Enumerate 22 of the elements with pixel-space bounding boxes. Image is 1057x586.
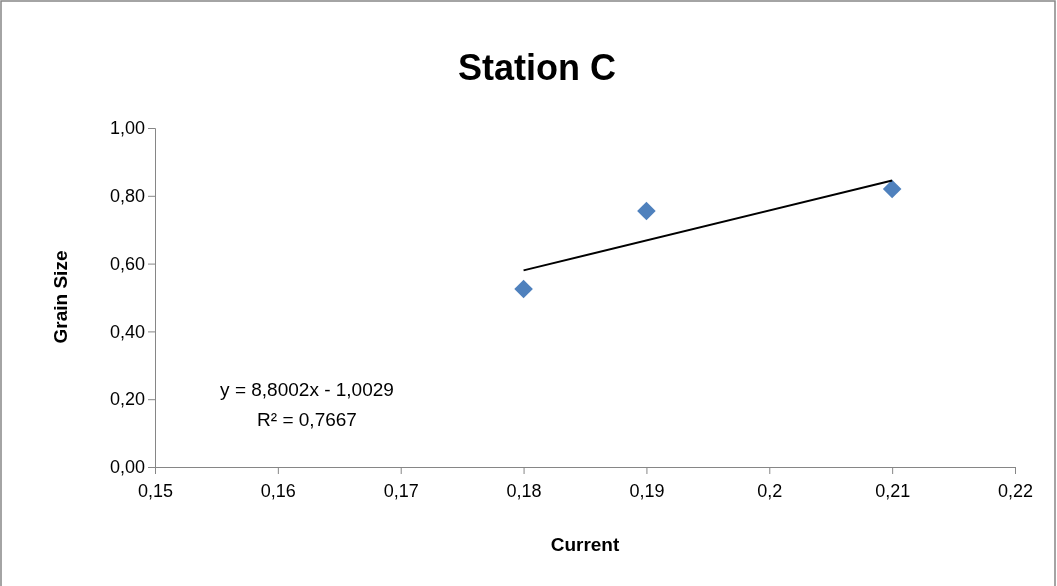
- x-tick-label: 0,17: [383, 480, 419, 501]
- y-tick-label: 0,00: [109, 457, 145, 478]
- point: [882, 179, 902, 199]
- y-axis-title: Grain Size: [50, 250, 71, 344]
- x-tick-label: 0,21: [875, 480, 911, 501]
- x-tick-label: 0,19: [629, 480, 665, 501]
- x-axis-title: Current: [550, 534, 620, 555]
- point: [514, 279, 533, 299]
- x-tick-label: 0,15: [137, 480, 174, 501]
- y-tick-label: 0,40: [109, 321, 145, 342]
- x-tick-label: 0,18: [506, 480, 542, 501]
- chart-title: Station C: [458, 47, 616, 88]
- annotation: y = 8,8002x - 1,0029: [220, 379, 394, 400]
- point: [637, 201, 656, 221]
- annotation: R² = 0,7667: [257, 409, 357, 430]
- y-tick-label: 0,20: [109, 389, 145, 410]
- x-tick-label: 0,22: [997, 480, 1034, 501]
- x-tick-label: 0,16: [260, 480, 296, 501]
- y-tick-label: 1,00: [109, 118, 145, 139]
- y-tick-label: 0,80: [109, 186, 145, 207]
- y-tick-label: 0,60: [109, 253, 145, 274]
- x-tick-label: 0,2: [757, 480, 783, 501]
